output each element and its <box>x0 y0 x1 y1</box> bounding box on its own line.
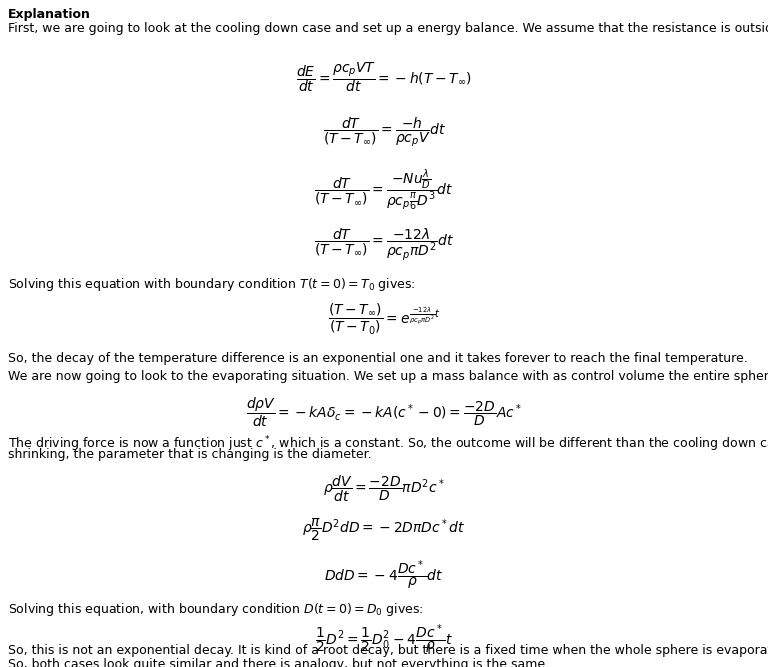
Text: $DdD = -4\dfrac{Dc^*}{\rho}dt$: $DdD = -4\dfrac{Dc^*}{\rho}dt$ <box>324 558 444 592</box>
Text: $\rho\dfrac{dV}{dt} = \dfrac{-2D}{D}\pi D^2 c^*$: $\rho\dfrac{dV}{dt} = \dfrac{-2D}{D}\pi … <box>323 474 445 504</box>
Text: $\dfrac{1}{2}D^2 = \dfrac{1}{2}D_0^2 - 4\dfrac{Dc^*}{\rho}t$: $\dfrac{1}{2}D^2 = \dfrac{1}{2}D_0^2 - 4… <box>315 622 453 656</box>
Text: Solving this equation with boundary condition $T(t = 0) = T_0$ gives:: Solving this equation with boundary cond… <box>8 276 415 293</box>
Text: So, the decay of the temperature difference is an exponential one and it takes f: So, the decay of the temperature differe… <box>8 352 748 365</box>
Text: First, we are going to look at the cooling down case and set up a energy balance: First, we are going to look at the cooli… <box>8 22 768 35</box>
Text: $\dfrac{(T - T_{\infty})}{(T - T_0)} = e^{\frac{-12\lambda}{\rho c_p \pi D^2}t}$: $\dfrac{(T - T_{\infty})}{(T - T_0)} = e… <box>328 302 440 337</box>
Text: $\dfrac{dT}{(T - T_{\infty})} = \dfrac{-12\lambda}{\rho c_p \pi D^2}dt$: $\dfrac{dT}{(T - T_{\infty})} = \dfrac{-… <box>314 227 454 263</box>
Text: $\rho\dfrac{\pi}{2}D^2 dD = -2D\pi Dc^* dt$: $\rho\dfrac{\pi}{2}D^2 dD = -2D\pi Dc^* … <box>302 517 466 544</box>
Text: $\dfrac{d\rho V}{dt} = -kA\delta_c = -kA(c^* - 0) = \dfrac{-2D}{D}Ac^*$: $\dfrac{d\rho V}{dt} = -kA\delta_c = -kA… <box>246 396 522 430</box>
Text: $\dfrac{dT}{(T - T_{\infty})} = \dfrac{-Nu\frac{\lambda}{D}}{\rho c_p \frac{\pi}: $\dfrac{dT}{(T - T_{\infty})} = \dfrac{-… <box>314 168 454 213</box>
Text: So, both cases look quite similar and there is analogy, but not everything is th: So, both cases look quite similar and th… <box>8 658 549 667</box>
Text: shrinking, the parameter that is changing is the diameter.: shrinking, the parameter that is changin… <box>8 448 372 461</box>
Text: So, this is not an exponential decay. It is kind of a root decay, but there is a: So, this is not an exponential decay. It… <box>8 644 768 657</box>
Text: Solving this equation, with boundary condition $D(t = 0) = D_0$ gives:: Solving this equation, with boundary con… <box>8 601 424 618</box>
Text: We are now going to look to the evaporating situation. We set up a mass balance : We are now going to look to the evaporat… <box>8 370 768 383</box>
Text: $\dfrac{dE}{dt} = \dfrac{\rho c_p VT}{dt} = -h(T - T_{\infty})$: $\dfrac{dE}{dt} = \dfrac{\rho c_p VT}{dt… <box>296 60 472 94</box>
Text: $\dfrac{dT}{(T - T_{\infty})} = \dfrac{-h}{\rho c_p V}dt$: $\dfrac{dT}{(T - T_{\infty})} = \dfrac{-… <box>323 115 445 149</box>
Text: The driving force is now a function just $c^*$, which is a constant. So, the out: The driving force is now a function just… <box>8 434 768 454</box>
Text: Explanation: Explanation <box>8 8 91 21</box>
